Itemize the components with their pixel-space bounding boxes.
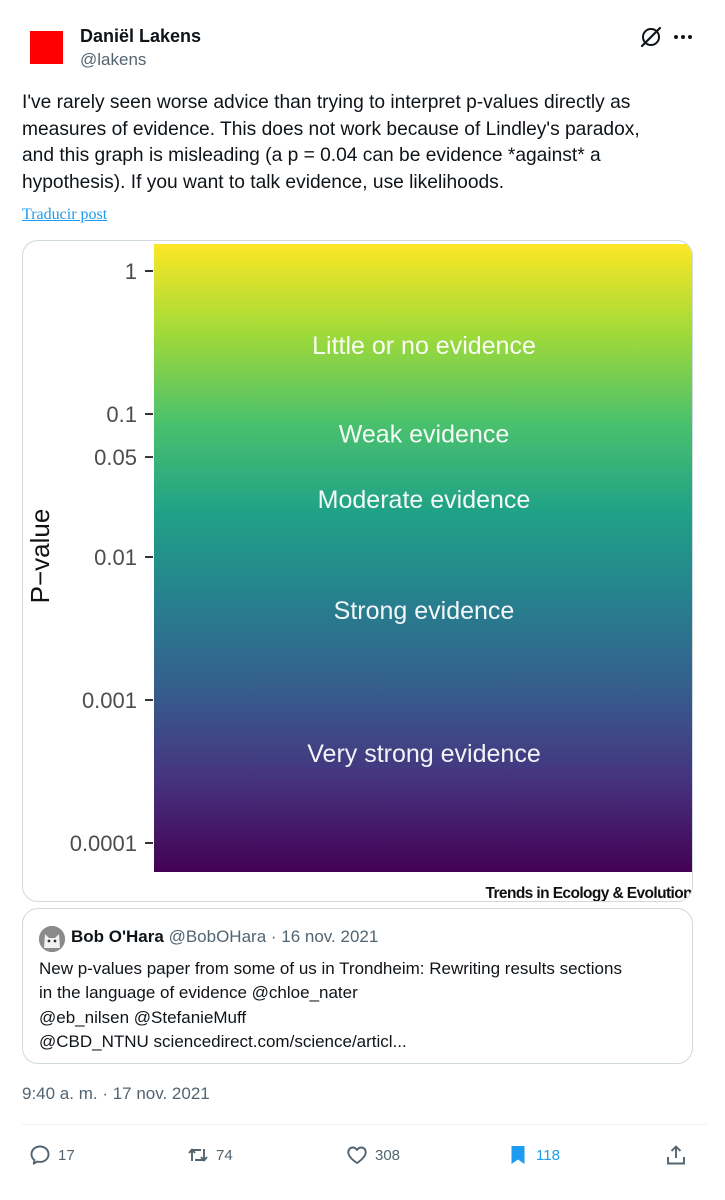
- tweet-text-line: hypothesis). If you want to talk evidenc…: [22, 171, 505, 193]
- quote-separator: ·: [266, 927, 282, 946]
- divider: [22, 1124, 707, 1125]
- tweet-text-line: measures of evidence. This does not work…: [22, 118, 640, 140]
- grok-icon[interactable]: [638, 24, 664, 50]
- quoted-post[interactable]: Bob O'Hara @BobOHara · 16 nov. 2021 New …: [22, 908, 693, 1064]
- bookmark-count: 118: [536, 1146, 560, 1164]
- y-tick-label: 0.01: [94, 545, 137, 570]
- band-label: Weak evidence: [339, 420, 509, 448]
- quote-text-line: in the language of evidence @chloe_nater: [39, 983, 358, 1003]
- y-tick-label: 0.001: [82, 688, 137, 713]
- quote-date: 16 nov. 2021: [281, 927, 379, 946]
- band-label: Very strong evidence: [307, 740, 540, 768]
- media-image[interactable]: 1 0.1 0.05 0.01 0.001 0.0001 P−value Little or …: [22, 240, 693, 902]
- repost-count: 74: [216, 1146, 233, 1164]
- share-icon: [667, 1145, 685, 1165]
- tweet-text-line: and this graph is misleading (a p = 0.04…: [22, 145, 601, 166]
- quote-header: Bob O'Hara @BobOHara · 16 nov. 2021: [71, 927, 378, 947]
- quote-text: New p-values paper from some of us in Tr…: [39, 957, 679, 1055]
- quote-text-line: @CBD_NTNU sciencedirect.com/science/arti…: [39, 1032, 407, 1052]
- repost-button[interactable]: 74: [186, 1135, 233, 1175]
- author-name[interactable]: Daniël Lakens: [80, 26, 202, 46]
- translate-post-link[interactable]: Traducir post: [22, 206, 108, 223]
- p-value-evidence-chart: 1 0.1 0.05 0.01 0.001 0.0001 P−value Little or …: [25, 244, 692, 902]
- band-label: Little or no evidence: [312, 332, 536, 360]
- quote-avatar: [39, 926, 65, 952]
- more-options-icon[interactable]: [670, 24, 696, 50]
- band-label: Moderate evidence: [318, 486, 531, 514]
- tweet-text-line: I've rarely seen worse advice than tryin…: [22, 92, 631, 113]
- y-tick-label: 0.0001: [70, 831, 137, 856]
- cat-avatar-icon: [39, 926, 65, 952]
- y-tick-label: 0.1: [106, 402, 137, 427]
- avatar[interactable]: [30, 31, 63, 64]
- tweet-header: Daniël Lakens @lakens: [0, 0, 725, 90]
- tweet-text: I've rarely seen worse advice than tryin…: [22, 90, 707, 196]
- like-count: 308: [375, 1146, 401, 1164]
- quote-text-line: @eb_nilsen @StefanieMuff: [39, 1007, 247, 1027]
- share-button[interactable]: [664, 1135, 688, 1175]
- quote-text-line: New p-values paper from some of us in Tr…: [39, 959, 622, 978]
- action-bar: 17 74 308 118: [0, 1135, 725, 1175]
- reply-icon: [30, 1145, 50, 1165]
- reply-count: 17: [58, 1146, 75, 1164]
- quote-author-name: Bob O'Hara: [71, 927, 164, 946]
- post-timestamp[interactable]: 9:40 a. m. · 17 nov. 2021: [22, 1084, 210, 1103]
- band-label: Strong evidence: [334, 597, 515, 625]
- y-tick-label: 1: [125, 259, 137, 284]
- y-tick-label: 0.05: [94, 445, 137, 470]
- bookmark-icon: [511, 1146, 525, 1164]
- like-button[interactable]: 308: [345, 1135, 400, 1175]
- repost-icon: [188, 1148, 208, 1162]
- y-axis-label: P−value: [25, 509, 55, 604]
- source-credit: Trends in Ecology & Evolution: [485, 885, 692, 902]
- quote-author-handle: @BobOHara: [168, 927, 267, 946]
- author-handle[interactable]: @lakens: [80, 50, 147, 69]
- reply-button[interactable]: 17: [28, 1135, 75, 1175]
- gradient-panel: [154, 244, 692, 872]
- heart-icon: [347, 1146, 367, 1164]
- bookmark-button[interactable]: 118: [506, 1135, 560, 1175]
